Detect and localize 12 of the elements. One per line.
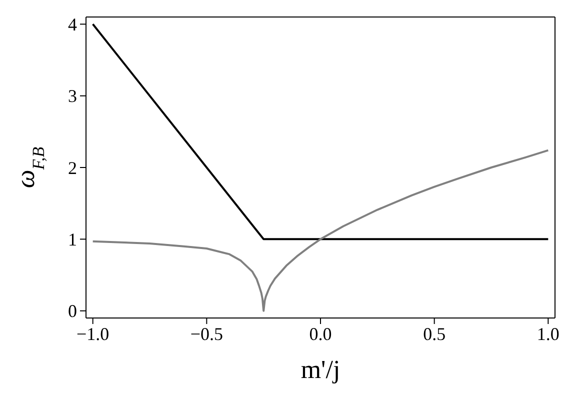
y-tick-label: 0 bbox=[68, 301, 77, 322]
x-tick-label: 0.0 bbox=[309, 324, 332, 344]
y-tick-label: 3 bbox=[68, 86, 77, 106]
y-tick-label: 4 bbox=[68, 14, 77, 35]
line-series bbox=[92, 149, 550, 312]
y-tick-label: 2 bbox=[68, 158, 77, 178]
x-axis-title: m'/j bbox=[300, 355, 340, 384]
x-tick-label: −1.0 bbox=[76, 324, 110, 344]
y-tick-label: 1 bbox=[68, 230, 77, 250]
x-tick-label: 1.0 bbox=[536, 324, 560, 344]
x-tick-label: −0.5 bbox=[190, 324, 223, 344]
x-tick-label: 0.5 bbox=[423, 324, 446, 344]
